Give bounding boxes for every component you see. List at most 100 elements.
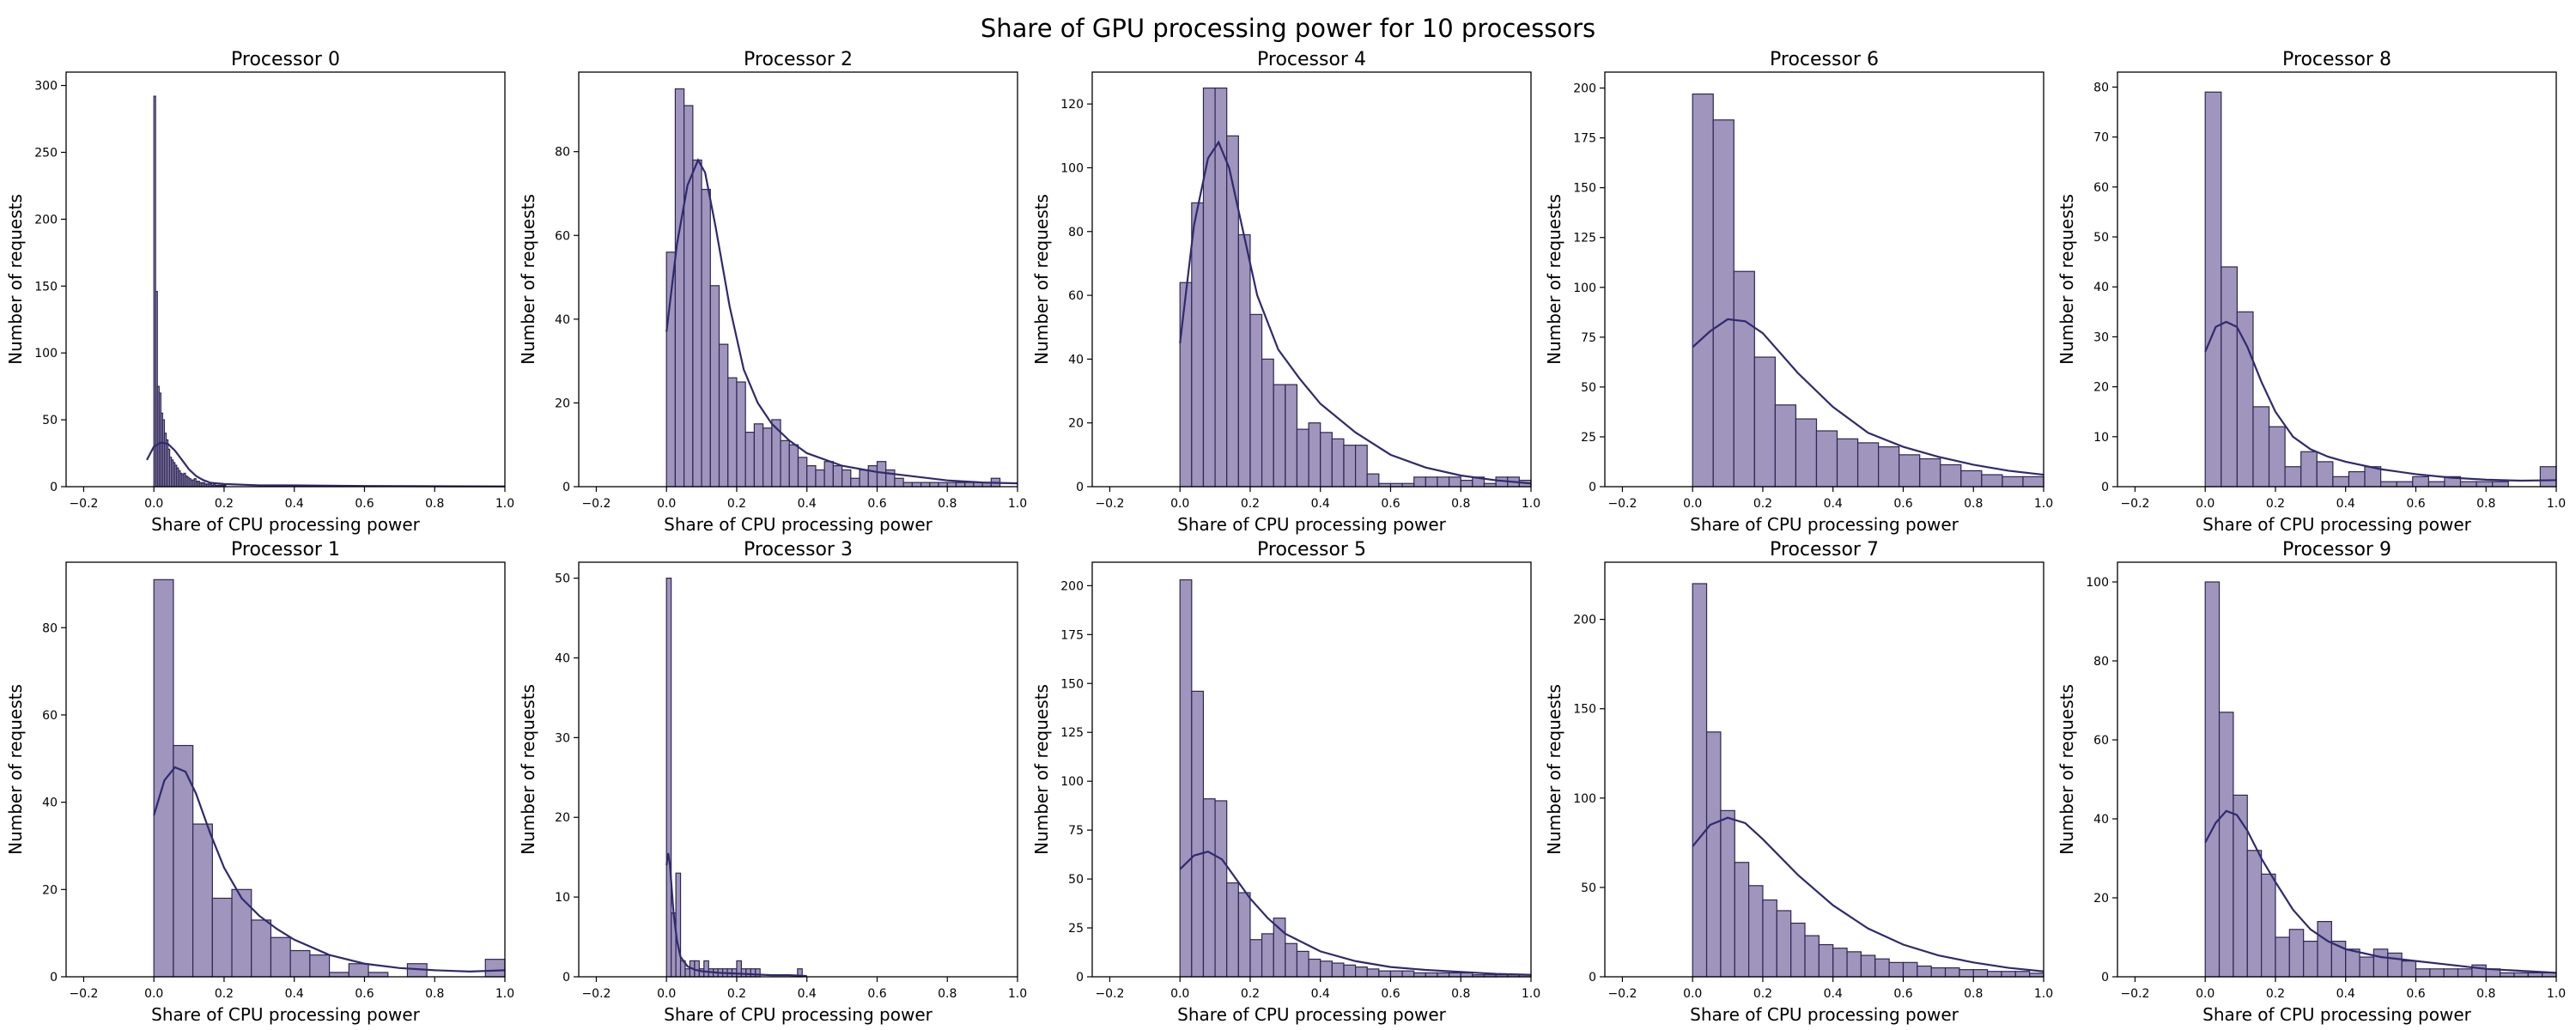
x-tick-label: 0.6 [2406, 497, 2425, 511]
kde-line [2204, 320, 2557, 482]
y-tick-label: 0 [1076, 481, 1084, 494]
histogram-bar [2401, 960, 2417, 978]
histogram-bar [894, 477, 904, 488]
y-tick-label: 125 [1573, 232, 1596, 245]
histogram-bar [2332, 476, 2350, 488]
histogram-bar [718, 343, 729, 488]
x-tick-label: −0.2 [1607, 497, 1637, 511]
axes-frame [578, 71, 1018, 488]
histogram-bar [703, 960, 709, 978]
histogram-bar [2380, 481, 2397, 488]
x-tick-label: 0.6 [867, 497, 886, 511]
x-axis-label: Share of CPU processing power [1690, 1004, 1959, 1025]
x-axis-label: Share of CPU processing power [151, 514, 420, 535]
y-tick-label: 30 [2093, 330, 2109, 344]
y-tick-label: 150 [1573, 703, 1596, 717]
chart-panel: −0.2 0.0 0.2 0.4 0.6 0.8 1.0 0 20 40 60 80 100 Proces… [2057, 539, 2566, 1025]
histogram-bar [701, 189, 711, 488]
histogram-bar [1354, 966, 1368, 978]
axes-frame [65, 561, 506, 978]
x-tick-label: 0.4 [1824, 987, 1843, 1001]
histogram-bar [2022, 476, 2044, 488]
x-tick-label: 0.8 [938, 497, 957, 511]
y-tick-label: 50 [1581, 381, 1596, 395]
histogram-bar [1296, 428, 1309, 488]
histogram-bar [2204, 91, 2222, 488]
chart-panel: −0.2 0.0 0.2 0.4 0.6 0.8 1.0 0 25 50 75 100 125 150 17… [1544, 49, 2053, 535]
histogram-bar [1856, 442, 1880, 488]
histogram-bar [1249, 939, 1263, 978]
x-tick-label: 0.6 [355, 497, 374, 511]
y-tick-label: 50 [1068, 873, 1084, 887]
histogram-bar [1981, 474, 2003, 488]
histogram-bar [2233, 794, 2248, 978]
histogram-bar [2288, 929, 2305, 978]
x-tick-label: 0.0 [1683, 987, 1702, 1001]
histogram-bar [1776, 910, 1792, 978]
histogram-bar [231, 888, 252, 978]
chart-title: Processor 6 [1770, 49, 1879, 70]
axes-frame [1604, 561, 2044, 978]
histogram-bar [1712, 119, 1735, 488]
histogram-bar [1308, 958, 1321, 978]
y-tick-label: 0 [1589, 481, 1596, 494]
x-tick-label: 0.0 [2196, 987, 2215, 1001]
kde-line [1179, 140, 1532, 485]
histogram-bar [2427, 481, 2445, 488]
axes-frame [578, 561, 1018, 978]
x-tick-label: 0.4 [285, 987, 304, 1001]
histogram-bar [674, 88, 685, 488]
y-tick-label: 80 [2093, 81, 2109, 94]
x-tick-label: 0.6 [2406, 987, 2425, 1001]
y-tick-label: 100 [1573, 792, 1596, 806]
y-tick-label: 100 [1573, 282, 1596, 295]
histogram-bar [736, 381, 746, 488]
chart-title: Processor 5 [1257, 539, 1366, 560]
histogram-bar [2372, 948, 2389, 978]
x-axis-label: Share of CPU processing power [2202, 514, 2471, 535]
histogram-bar [1930, 966, 1947, 978]
histogram-bar [683, 105, 694, 488]
histogram-bar [1919, 457, 1941, 488]
x-tick-label: 0.8 [938, 987, 957, 1001]
histogram-bar [1425, 476, 1438, 488]
y-axis-label: Number of requests [518, 194, 538, 365]
y-tick-label: 75 [1068, 824, 1084, 838]
x-tick-label: 0.6 [867, 987, 886, 1001]
histogram-bar [1273, 384, 1286, 488]
y-tick-label: 60 [555, 229, 570, 243]
histogram-bar [1836, 438, 1859, 488]
histogram-bar [727, 377, 738, 488]
histogram-bar [2345, 948, 2360, 978]
y-tick-label: 10 [555, 891, 570, 905]
x-tick-label: 0.4 [1311, 497, 1330, 511]
y-axis-label: Number of requests [518, 684, 538, 855]
x-tick-label: −0.2 [581, 987, 611, 1001]
histogram-bar [2204, 581, 2221, 978]
x-axis-label: Share of CPU processing power [1177, 514, 1446, 535]
histogram-bar [1734, 862, 1750, 978]
y-tick-label: 40 [42, 797, 58, 810]
x-tick-label: 1.0 [2034, 497, 2053, 511]
y-tick-label: 20 [42, 883, 58, 897]
y-tick-label: 20 [2093, 381, 2109, 395]
x-tick-label: −0.2 [1095, 497, 1124, 511]
x-tick-label: 0.6 [1893, 497, 1912, 511]
x-tick-label: 0.0 [144, 497, 163, 511]
y-axis-label: Number of requests [5, 684, 26, 855]
x-tick-label: 0.2 [2266, 987, 2285, 1001]
histogram-bar [348, 963, 369, 978]
x-tick-label: 0.8 [1964, 987, 1983, 1001]
x-tick-label: 0.4 [798, 987, 817, 1001]
histogram-bar [1366, 968, 1380, 978]
histogram-bar [368, 972, 389, 978]
histogram-bar [1285, 384, 1298, 488]
histogram-bar [1343, 964, 1357, 978]
y-tick-label: 40 [555, 313, 570, 327]
histogram-bar [946, 482, 957, 488]
x-tick-label: 0.4 [2336, 987, 2355, 1001]
y-axis-label: Number of requests [1544, 194, 1564, 365]
chart-title: Processor 8 [2282, 49, 2391, 70]
y-tick-label: 20 [555, 397, 570, 410]
y-tick-label: 20 [555, 811, 570, 825]
